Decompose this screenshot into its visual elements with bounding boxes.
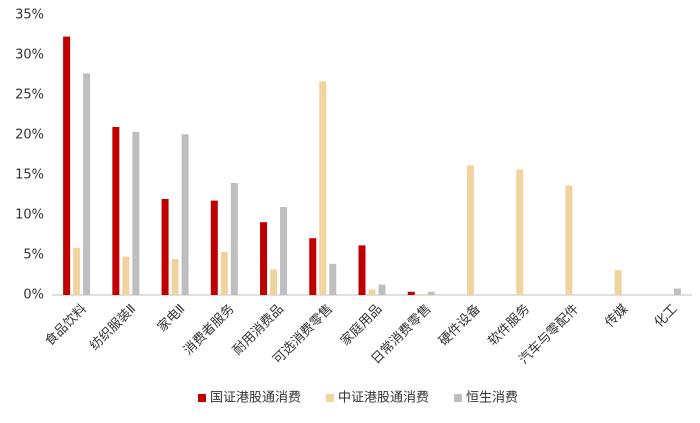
bar — [358, 245, 366, 295]
x-tick-label: 家电Ⅱ — [154, 301, 188, 335]
bar — [319, 81, 327, 296]
bar — [280, 207, 288, 295]
bar — [368, 289, 376, 295]
x-tick-label: 化工 — [652, 302, 681, 331]
bar — [122, 256, 130, 295]
bar — [417, 294, 425, 295]
y-tick-label: 20% — [15, 128, 44, 143]
y-tick-label: 25% — [15, 88, 44, 103]
bar — [378, 284, 386, 295]
bar — [260, 222, 268, 295]
legend-label: 中证港股通消费 — [338, 391, 429, 406]
y-tick-label: 10% — [15, 208, 44, 223]
x-tick-label: 软件服务 — [485, 301, 533, 349]
x-tick-label: 硬件设备 — [436, 301, 484, 349]
bar — [329, 263, 337, 295]
bar — [220, 251, 228, 295]
legend-swatch — [198, 394, 206, 402]
bar — [427, 291, 435, 295]
bar — [161, 199, 169, 295]
x-tick-label: 家庭用品 — [337, 301, 385, 349]
x-tick-label: 传媒 — [602, 302, 631, 331]
bar — [614, 270, 622, 295]
bar — [83, 73, 91, 296]
bar — [466, 165, 474, 295]
x-tick-label: 消费者服务 — [180, 301, 237, 358]
bar — [230, 183, 238, 295]
bar — [181, 134, 189, 295]
y-tick-label: 30% — [15, 48, 44, 63]
bar — [171, 259, 179, 295]
bar — [210, 200, 218, 295]
bar — [516, 169, 524, 295]
bar — [132, 131, 140, 295]
y-tick-label: 5% — [23, 248, 44, 263]
bar — [112, 127, 120, 295]
y-tick-label: 15% — [15, 168, 44, 183]
legend-swatch — [454, 394, 462, 402]
bar — [73, 247, 81, 295]
x-tick-label: 纺织服装Ⅱ — [87, 302, 139, 354]
bar — [673, 288, 681, 295]
y-tick-label: 35% — [15, 8, 44, 23]
legend-label: 恒生消费 — [466, 391, 518, 406]
x-tick-label: 食品饮料 — [42, 301, 90, 349]
bar — [407, 291, 415, 295]
y-tick-label: 0% — [23, 288, 44, 303]
bar — [309, 238, 317, 295]
bar — [565, 185, 573, 295]
bar — [270, 269, 278, 295]
legend-label: 国证港股通消费 — [210, 391, 301, 406]
bar — [63, 36, 71, 295]
legend-swatch — [326, 394, 334, 402]
